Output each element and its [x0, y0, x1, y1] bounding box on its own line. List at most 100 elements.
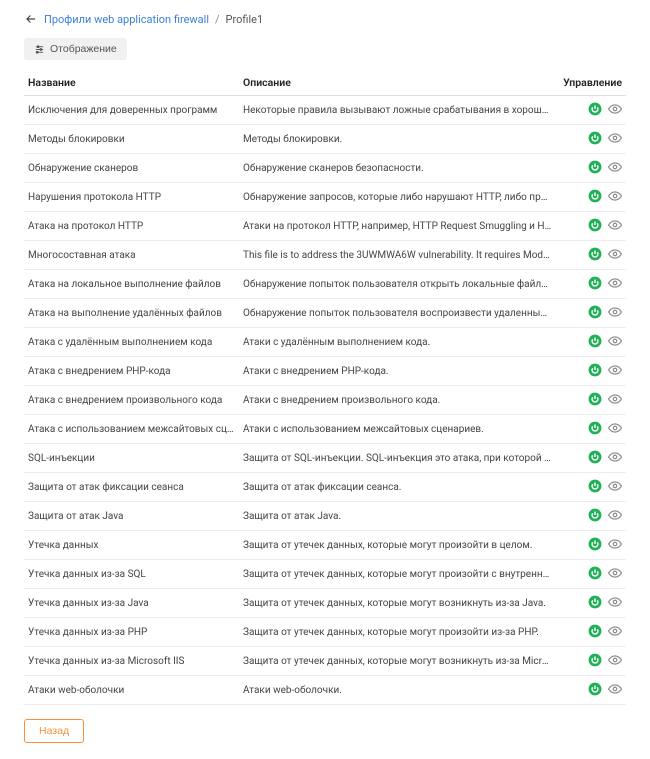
power-icon[interactable]: [588, 218, 602, 232]
row-controls: [556, 299, 626, 328]
row-name: Утечка данных из-за SQL: [24, 560, 239, 589]
row-controls: [556, 212, 626, 241]
power-icon[interactable]: [588, 131, 602, 145]
row-controls: [556, 96, 626, 125]
back-button[interactable]: Назад: [24, 719, 84, 743]
eye-icon[interactable]: [608, 624, 622, 638]
row-description: Обнаружение попыток пользователя открыть…: [239, 270, 556, 299]
row-name: Исключения для доверенных программ: [24, 96, 239, 125]
row-name: Утечка данных из-за PHP: [24, 618, 239, 647]
row-controls: [556, 386, 626, 415]
row-description: Атаки с удалённым выполнением кода.: [239, 328, 556, 357]
eye-icon[interactable]: [608, 276, 622, 290]
power-icon[interactable]: [588, 624, 602, 638]
breadcrumb-parent-link[interactable]: Профили web application firewall: [44, 13, 209, 26]
row-name: Атака на локальное выполнение файлов: [24, 270, 239, 299]
eye-icon[interactable]: [608, 334, 622, 348]
row-description: Атаки на протокол HTTP, например, HTTP R…: [239, 212, 556, 241]
breadcrumb-current: Profile1: [226, 13, 264, 26]
eye-icon[interactable]: [608, 363, 622, 377]
table-row: Защита от атак фиксации сеансаЗащита от …: [24, 473, 626, 502]
eye-icon[interactable]: [608, 102, 622, 116]
row-description: Атаки с внедрением произвольного кода.: [239, 386, 556, 415]
row-description: Методы блокировки.: [239, 125, 556, 154]
row-name: Атака на протокол HTTP: [24, 212, 239, 241]
footer: Назад: [24, 719, 626, 743]
power-icon[interactable]: [588, 479, 602, 493]
power-icon[interactable]: [588, 363, 602, 377]
power-icon[interactable]: [588, 334, 602, 348]
eye-icon[interactable]: [608, 189, 622, 203]
row-description: Защита от утечек данных, которые могут п…: [239, 531, 556, 560]
eye-icon[interactable]: [608, 450, 622, 464]
row-description: Атаки с внедрением PHP-кода.: [239, 357, 556, 386]
row-description: Защита от утечек данных, которые могут п…: [239, 560, 556, 589]
row-controls: [556, 154, 626, 183]
eye-icon[interactable]: [608, 566, 622, 580]
power-icon[interactable]: [588, 653, 602, 667]
row-controls: [556, 125, 626, 154]
table-row: Атака с удалённым выполнением кодаАтаки …: [24, 328, 626, 357]
eye-icon[interactable]: [608, 421, 622, 435]
row-name: Атака на выполнение удалённых файлов: [24, 299, 239, 328]
power-icon[interactable]: [588, 160, 602, 174]
row-description: Защита от утечек данных, которые могут в…: [239, 647, 556, 676]
row-name: Методы блокировки: [24, 125, 239, 154]
power-icon[interactable]: [588, 682, 602, 696]
power-icon[interactable]: [588, 102, 602, 116]
table-row: Исключения для доверенных программНекото…: [24, 96, 626, 125]
power-icon[interactable]: [588, 450, 602, 464]
row-controls: [556, 676, 626, 705]
row-name: Утечка данных из-за Java: [24, 589, 239, 618]
power-icon[interactable]: [588, 566, 602, 580]
back-arrow-icon[interactable]: [24, 12, 38, 26]
power-icon[interactable]: [588, 189, 602, 203]
table-row: Утечка данных из-за PHPЗащита от утечек …: [24, 618, 626, 647]
row-description: Обнаружение запросов, которые либо наруш…: [239, 183, 556, 212]
row-name: Утечка данных: [24, 531, 239, 560]
table-row: Методы блокировкиМетоды блокировки.: [24, 125, 626, 154]
eye-icon[interactable]: [608, 392, 622, 406]
power-icon[interactable]: [588, 305, 602, 319]
power-icon[interactable]: [588, 595, 602, 609]
row-controls: [556, 473, 626, 502]
row-description: Атаки web-оболочки.: [239, 676, 556, 705]
power-icon[interactable]: [588, 421, 602, 435]
eye-icon[interactable]: [608, 653, 622, 667]
eye-icon[interactable]: [608, 508, 622, 522]
power-icon[interactable]: [588, 537, 602, 551]
row-name: Обнаружение сканеров: [24, 154, 239, 183]
power-icon[interactable]: [588, 247, 602, 261]
eye-icon[interactable]: [608, 682, 622, 696]
eye-icon[interactable]: [608, 218, 622, 232]
row-name: SQL-инъекции: [24, 444, 239, 473]
row-name: Защита от атак Java: [24, 502, 239, 531]
eye-icon[interactable]: [608, 537, 622, 551]
eye-icon[interactable]: [608, 595, 622, 609]
table-row: Утечка данных из-за Microsoft IISЗащита …: [24, 647, 626, 676]
power-icon[interactable]: [588, 392, 602, 406]
display-button[interactable]: Отображение: [24, 38, 127, 60]
row-description: Обнаружение попыток пользователя воспрои…: [239, 299, 556, 328]
power-icon[interactable]: [588, 276, 602, 290]
table-row: Утечка данныхЗащита от утечек данных, ко…: [24, 531, 626, 560]
table-row: Атака с внедрением произвольного кодаАта…: [24, 386, 626, 415]
row-name: Атака с внедрением PHP-кода: [24, 357, 239, 386]
eye-icon[interactable]: [608, 131, 622, 145]
row-name: Защита от атак фиксации сеанса: [24, 473, 239, 502]
row-description: Защита от SQL-инъекции. SQL-инъекция это…: [239, 444, 556, 473]
eye-icon[interactable]: [608, 305, 622, 319]
row-name: Атака с удалённым выполнением кода: [24, 328, 239, 357]
eye-icon[interactable]: [608, 247, 622, 261]
row-description: Обнаружение сканеров безопасности.: [239, 154, 556, 183]
eye-icon[interactable]: [608, 160, 622, 174]
breadcrumb-separator: /: [215, 13, 220, 26]
col-header-control: Управление: [556, 70, 626, 96]
table-row: Атака с использованием межсайтовых сцена…: [24, 415, 626, 444]
power-icon[interactable]: [588, 508, 602, 522]
eye-icon[interactable]: [608, 479, 622, 493]
table-row: Нарушения протокола HTTPОбнаружение запр…: [24, 183, 626, 212]
row-description: Атаки с использованием межсайтовых сцена…: [239, 415, 556, 444]
row-controls: [556, 270, 626, 299]
row-name: Атака с внедрением произвольного кода: [24, 386, 239, 415]
